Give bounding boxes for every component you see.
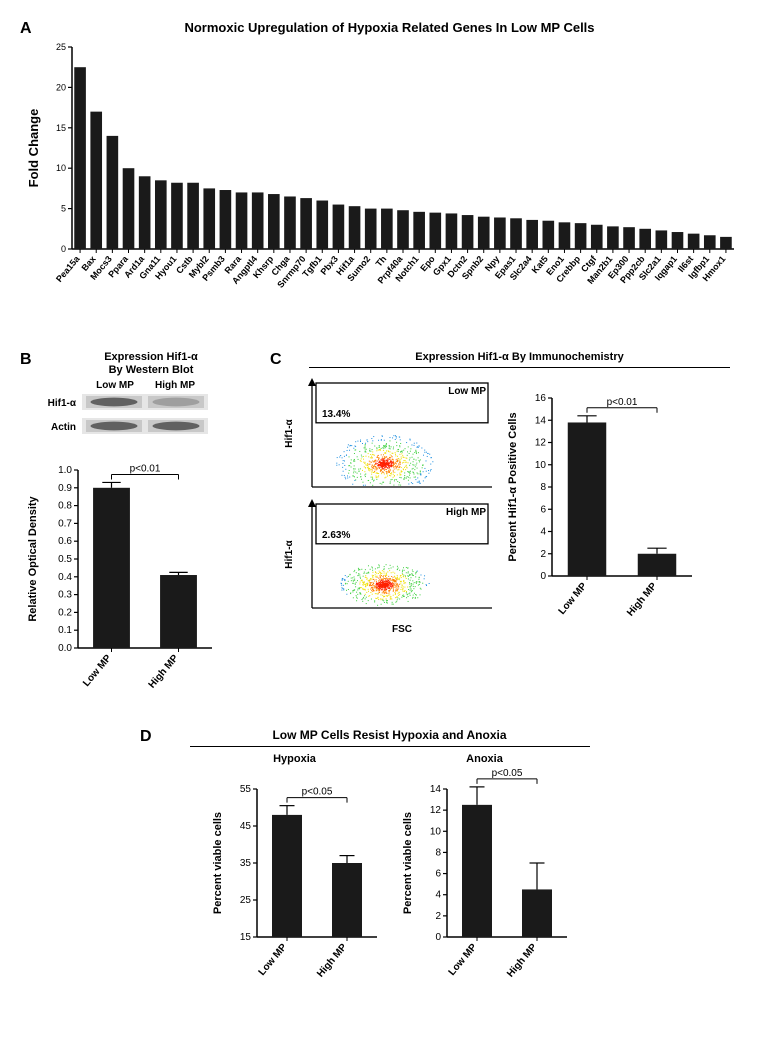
svg-text:Low MP: Low MP [96, 380, 134, 391]
flow-cytometry-scatter: 13.4% Low MP Hif1-α 2.63% High MP Hif1-α FSC [270, 376, 500, 636]
panel-d-chart: 0 2 4 6 8 10 12 14 Percent viable cells Low MP Hig… [395, 765, 575, 995]
svg-text:10: 10 [429, 827, 441, 838]
svg-text:14: 14 [429, 784, 441, 795]
svg-text:Percent viable cells: Percent viable cells [402, 812, 414, 914]
panel-c-label: C [270, 351, 282, 369]
svg-text:6: 6 [540, 504, 546, 515]
panel-d-label: D [140, 728, 152, 746]
svg-text:p<0.05: p<0.05 [301, 787, 332, 798]
panel-a-title: Normoxic Upregulation of Hypoxia Related… [20, 20, 759, 35]
panel-c-chart: 0 2 4 6 8 10 12 14 16 Percent Hif1-α Positive Cel… [500, 376, 700, 636]
svg-text:2: 2 [540, 549, 546, 560]
svg-text:0.6: 0.6 [58, 536, 72, 547]
panel-d-chart: 15 25 35 45 55 Percent viable cells Low MP High… [205, 765, 385, 995]
svg-text:45: 45 [239, 821, 251, 832]
svg-text:0.7: 0.7 [58, 519, 72, 530]
svg-text:35: 35 [239, 858, 251, 869]
svg-text:12: 12 [429, 805, 441, 816]
svg-text:15: 15 [239, 932, 251, 943]
panel-d-title: Low MP Cells Resist Hypoxia and Anoxia [20, 728, 759, 747]
western-blot: Low MP High MP Hif1-α Actin [20, 376, 220, 448]
svg-text:p<0.01: p<0.01 [130, 464, 161, 475]
svg-text:Low MP: Low MP [256, 942, 289, 978]
panel-b: B Expression Hif1-α By Western Blot Low … [20, 351, 260, 708]
svg-text:8: 8 [540, 482, 546, 493]
svg-text:55: 55 [239, 784, 251, 795]
svg-text:High MP: High MP [147, 653, 181, 691]
svg-text:0.5: 0.5 [58, 554, 72, 565]
svg-text:10: 10 [535, 460, 547, 471]
panel-b-title-line2: By Western Blot [42, 364, 260, 377]
svg-text:High MP: High MP [155, 380, 195, 391]
svg-text:4: 4 [435, 890, 441, 901]
svg-text:4: 4 [540, 527, 546, 538]
svg-text:0.1: 0.1 [58, 625, 72, 636]
panel-a-label: A [20, 20, 32, 38]
panel-d-subtitle: Anoxia [395, 753, 575, 765]
panel-c: C Expression Hif1-α By Immunochemistry 1… [270, 351, 759, 708]
svg-text:0.3: 0.3 [58, 590, 72, 601]
svg-text:1.0: 1.0 [58, 465, 72, 476]
svg-text:High MP: High MP [446, 507, 486, 518]
svg-text:2: 2 [435, 911, 441, 922]
svg-text:Actin: Actin [51, 422, 76, 433]
svg-text:0.9: 0.9 [58, 483, 72, 494]
panel-d-subtitle: Hypoxia [205, 753, 385, 765]
svg-text:Low MP: Low MP [81, 653, 114, 689]
panel-d: D Low MP Cells Resist Hypoxia and Anoxia… [20, 728, 759, 995]
svg-text:Hif1-α: Hif1-α [284, 539, 295, 568]
svg-text:High MP: High MP [315, 942, 349, 980]
svg-text:p<0.05: p<0.05 [491, 768, 522, 779]
svg-text:10: 10 [56, 163, 66, 173]
svg-text:14: 14 [535, 415, 547, 426]
svg-text:0: 0 [435, 932, 441, 943]
svg-text:2.63%: 2.63% [322, 530, 350, 541]
svg-text:High MP: High MP [505, 942, 539, 980]
svg-text:FSC: FSC [392, 624, 412, 635]
panel-b-title-line1: Expression Hif1-α [42, 351, 260, 364]
svg-text:0.4: 0.4 [58, 572, 72, 583]
svg-text:8: 8 [435, 848, 441, 859]
panel-a: A Normoxic Upregulation of Hypoxia Relat… [20, 20, 759, 321]
panel-b-label: B [20, 351, 32, 369]
svg-text:Low MP: Low MP [446, 942, 479, 978]
svg-text:0: 0 [540, 571, 546, 582]
panel-b-chart: 0.0 0.1 0.2 0.3 0.4 0.5 0.6 0.7 0.8 0.9 1.0 Relativ… [20, 448, 220, 708]
svg-text:25: 25 [56, 42, 66, 52]
svg-text:25: 25 [239, 895, 251, 906]
panel-a-chart: 0510152025Fold ChangePea15aBaxMocs3Ppara… [20, 41, 740, 321]
svg-text:High MP: High MP [625, 581, 659, 619]
svg-text:6: 6 [435, 869, 441, 880]
svg-text:12: 12 [535, 438, 547, 449]
svg-text:Percent viable cells: Percent viable cells [212, 812, 224, 914]
svg-text:Percent Hif1-α Positive Cells: Percent Hif1-α Positive Cells [507, 412, 519, 561]
svg-text:16: 16 [535, 393, 547, 404]
svg-text:20: 20 [56, 82, 66, 92]
svg-text:5: 5 [61, 204, 66, 214]
svg-text:Low MP: Low MP [557, 581, 590, 617]
svg-text:Hif1-α: Hif1-α [48, 398, 77, 409]
svg-text:0.0: 0.0 [58, 643, 72, 654]
svg-text:13.4%: 13.4% [322, 409, 350, 420]
svg-text:Relative Optical Density: Relative Optical Density [27, 496, 39, 622]
svg-text:0.2: 0.2 [58, 608, 72, 619]
svg-text:p<0.01: p<0.01 [607, 397, 638, 408]
svg-text:Hif1-α: Hif1-α [284, 418, 295, 447]
svg-text:Fold Change: Fold Change [26, 109, 41, 188]
svg-text:Low MP: Low MP [448, 386, 486, 397]
svg-text:Pea15a: Pea15a [54, 253, 82, 284]
svg-text:15: 15 [56, 123, 66, 133]
svg-text:0: 0 [61, 244, 66, 254]
svg-text:0.8: 0.8 [58, 501, 72, 512]
panel-c-title: Expression Hif1-α By Immunochemistry [280, 351, 759, 368]
